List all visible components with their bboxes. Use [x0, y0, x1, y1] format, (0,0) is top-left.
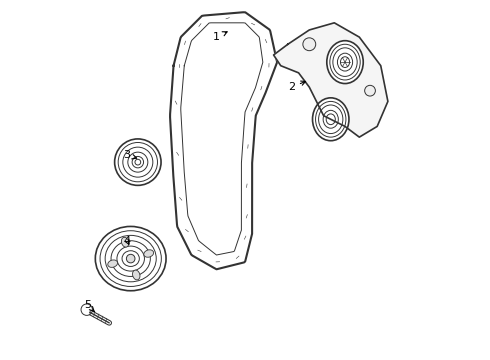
Circle shape [135, 159, 141, 165]
Text: 4: 4 [123, 236, 131, 246]
Ellipse shape [365, 85, 375, 96]
Ellipse shape [105, 235, 156, 282]
Circle shape [118, 143, 157, 182]
Ellipse shape [333, 48, 357, 76]
Ellipse shape [111, 241, 150, 276]
Ellipse shape [341, 57, 349, 67]
Circle shape [126, 254, 135, 263]
Ellipse shape [313, 98, 349, 141]
Ellipse shape [338, 53, 353, 71]
Circle shape [132, 157, 144, 168]
Ellipse shape [316, 102, 346, 137]
Ellipse shape [326, 114, 335, 125]
Ellipse shape [303, 38, 316, 51]
Ellipse shape [117, 246, 145, 271]
Text: 3: 3 [123, 150, 137, 160]
Ellipse shape [100, 231, 161, 287]
Text: 2: 2 [288, 81, 306, 92]
Ellipse shape [122, 251, 139, 266]
Text: 5: 5 [84, 300, 94, 311]
Ellipse shape [108, 260, 118, 267]
Circle shape [128, 152, 148, 172]
Ellipse shape [144, 250, 153, 257]
Ellipse shape [323, 111, 338, 128]
Ellipse shape [330, 44, 360, 80]
Ellipse shape [132, 270, 140, 280]
Ellipse shape [122, 237, 129, 247]
Ellipse shape [318, 105, 343, 134]
Ellipse shape [96, 226, 166, 291]
Polygon shape [273, 23, 388, 137]
Circle shape [115, 139, 161, 185]
Circle shape [81, 304, 93, 315]
Text: 1: 1 [213, 32, 227, 42]
Circle shape [123, 147, 153, 177]
Ellipse shape [327, 41, 363, 84]
